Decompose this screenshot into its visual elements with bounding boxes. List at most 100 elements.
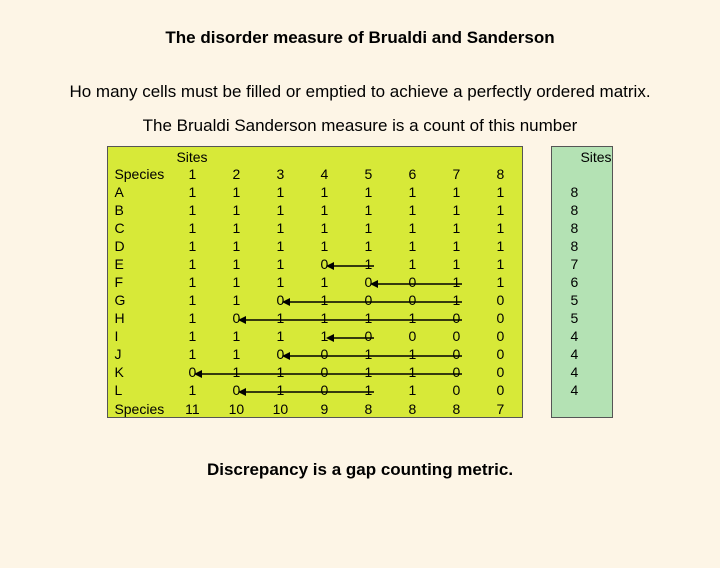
matrix-cell: 1	[346, 219, 390, 237]
row-totals-panel: Sites 888876554444	[551, 146, 612, 418]
matrix-cell: 1	[478, 201, 522, 219]
matrix-cell: 1	[170, 381, 214, 399]
matrix-cell: 1	[390, 219, 434, 237]
row-label: J	[108, 345, 170, 363]
matrix-cell: 1	[214, 201, 258, 219]
sites-header-right: Sites	[552, 147, 611, 165]
matrix-cell: 0	[434, 381, 478, 399]
matrix-cell: 0	[258, 291, 302, 309]
matrix-cell: 1	[170, 183, 214, 201]
col-total: 7	[478, 399, 522, 417]
row-label: A	[108, 183, 170, 201]
col-total: 10	[258, 399, 302, 417]
totals-header-blank	[552, 165, 596, 183]
matrix-cell: 1	[478, 273, 522, 291]
col-total: 10	[214, 399, 258, 417]
matrix-cell: 1	[302, 183, 346, 201]
matrix-cell: 1	[214, 219, 258, 237]
matrix-cell: 1	[434, 219, 478, 237]
row-totals-table: 888876554444	[552, 165, 596, 417]
matrix-cell: 0	[478, 309, 522, 327]
matrix-cell: 1	[170, 291, 214, 309]
matrix-cell: 1	[170, 345, 214, 363]
row-total: 5	[552, 291, 596, 309]
matrix-cell: 1	[214, 327, 258, 345]
matrix-cell: 1	[258, 219, 302, 237]
subtitle-line-1: Ho many cells must be filled or emptied …	[0, 82, 720, 102]
sites-header-left: Sites	[108, 147, 522, 165]
site-col-header: 4	[302, 165, 346, 183]
matrix-cell: 1	[346, 255, 390, 273]
row-label: G	[108, 291, 170, 309]
matrix-cell: 1	[390, 363, 434, 381]
matrix-cell: 1	[346, 183, 390, 201]
matrix-cell: 1	[302, 201, 346, 219]
row-label: L	[108, 381, 170, 399]
site-col-header: 1	[170, 165, 214, 183]
col-total: 9	[302, 399, 346, 417]
matrix-cell: 1	[390, 183, 434, 201]
row-label: C	[108, 219, 170, 237]
row-total: 8	[552, 183, 596, 201]
matrix-cell: 1	[302, 291, 346, 309]
site-col-header: 6	[390, 165, 434, 183]
matrix-cell: 0	[434, 345, 478, 363]
matrix-cell: 0	[346, 327, 390, 345]
row-total: 5	[552, 309, 596, 327]
subtitle-line-2: The Brualdi Sanderson measure is a count…	[0, 116, 720, 136]
row-label: K	[108, 363, 170, 381]
matrix-cell: 1	[170, 309, 214, 327]
page-title: The disorder measure of Brualdi and Sand…	[0, 28, 720, 48]
row-label: H	[108, 309, 170, 327]
matrix-cell: 1	[346, 201, 390, 219]
matrix-cell: 1	[434, 255, 478, 273]
matrix-cell: 0	[390, 327, 434, 345]
matrix-cell: 1	[170, 273, 214, 291]
row-total: 4	[552, 345, 596, 363]
col-total: 8	[434, 399, 478, 417]
matrix-cell: 1	[478, 255, 522, 273]
matrix-cell: 1	[170, 327, 214, 345]
row-total: 4	[552, 381, 596, 399]
site-col-header: 7	[434, 165, 478, 183]
row-total: 8	[552, 219, 596, 237]
matrix-cell: 1	[434, 273, 478, 291]
matrix-cell: 1	[434, 237, 478, 255]
row-total: 8	[552, 201, 596, 219]
matrix-cell: 0	[434, 309, 478, 327]
matrix-cell: 1	[214, 237, 258, 255]
matrix-cell: 1	[258, 273, 302, 291]
row-label: E	[108, 255, 170, 273]
matrix-cell: 1	[258, 237, 302, 255]
species-footer: Species	[108, 399, 170, 417]
matrix-cell: 0	[302, 363, 346, 381]
matrix-cell: 1	[478, 237, 522, 255]
matrix-cell: 1	[170, 255, 214, 273]
matrix-cell: 1	[346, 381, 390, 399]
matrix-cell: 1	[302, 237, 346, 255]
matrix-cell: 1	[302, 309, 346, 327]
matrix-cell: 1	[258, 381, 302, 399]
matrix-cell: 1	[258, 183, 302, 201]
matrix-cell: 1	[214, 363, 258, 381]
row-total: 6	[552, 273, 596, 291]
matrix-cell: 1	[390, 201, 434, 219]
row-label: I	[108, 327, 170, 345]
matrix-cell: 0	[302, 255, 346, 273]
site-col-header: 5	[346, 165, 390, 183]
row-label: D	[108, 237, 170, 255]
matrix-cell: 1	[390, 381, 434, 399]
matrix-cell: 0	[390, 291, 434, 309]
matrix-cell: 1	[434, 291, 478, 309]
matrix-cell: 1	[214, 291, 258, 309]
col-total: 11	[170, 399, 214, 417]
matrix-cell: 0	[346, 273, 390, 291]
matrix-cell: 1	[390, 237, 434, 255]
matrix-cell: 0	[214, 381, 258, 399]
matrix-cell: 0	[478, 381, 522, 399]
matrix-cell: 1	[258, 309, 302, 327]
matrix-cell: 0	[434, 327, 478, 345]
matrix-cell: 1	[214, 273, 258, 291]
figure-container: Sites Species12345678A11111111B11111111C…	[0, 146, 720, 418]
matrix-cell: 0	[302, 345, 346, 363]
